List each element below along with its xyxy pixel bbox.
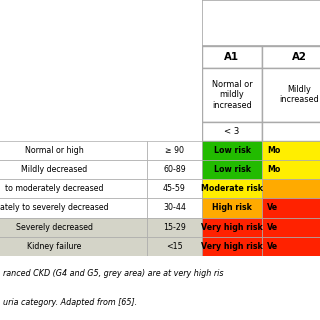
Text: to moderately decreased: to moderately decreased (5, 184, 104, 193)
Text: ately to severely decreased: ately to severely decreased (0, 204, 109, 212)
Bar (202, 198, 262, 218)
Text: A2: A2 (292, 52, 307, 62)
Bar (147, 160, 202, 179)
Text: Mo: Mo (267, 165, 281, 174)
Text: Normal or
mildly
increased: Normal or mildly increased (212, 80, 252, 110)
Bar (0, 237, 147, 256)
Text: <15: <15 (166, 242, 183, 251)
Text: Low risk: Low risk (213, 165, 251, 174)
Text: Kidney failure: Kidney failure (27, 242, 82, 251)
Text: 30-44: 30-44 (163, 204, 186, 212)
Text: Very high risk: Very high risk (201, 223, 263, 232)
Text: ranced CKD (G4 and G5, grey area) are at very high ris: ranced CKD (G4 and G5, grey area) are at… (3, 269, 224, 278)
Bar (262, 218, 320, 237)
Bar (147, 0, 202, 141)
Bar (202, 179, 262, 198)
Bar (0, 198, 147, 218)
Bar (202, 46, 262, 68)
Text: Very high risk: Very high risk (201, 242, 263, 251)
Text: < 3: < 3 (224, 127, 240, 136)
Bar (147, 237, 202, 256)
Bar (0, 141, 147, 160)
Text: ≥ 90: ≥ 90 (165, 146, 184, 155)
Bar (262, 46, 320, 68)
Text: Low risk: Low risk (213, 146, 251, 155)
Text: Ve: Ve (267, 223, 278, 232)
Text: Ve: Ve (267, 204, 278, 212)
Text: High risk: High risk (212, 204, 252, 212)
Bar (147, 179, 202, 198)
Text: Normal or high: Normal or high (25, 146, 84, 155)
Text: uria category. Adapted from [65].: uria category. Adapted from [65]. (3, 298, 137, 307)
Text: A1: A1 (224, 52, 240, 62)
Bar (0, 218, 147, 237)
Text: Severely decreased: Severely decreased (16, 223, 93, 232)
Text: Mildly decreased: Mildly decreased (21, 165, 88, 174)
Text: 45-59: 45-59 (163, 184, 186, 193)
Bar (262, 68, 320, 122)
Text: 60-89: 60-89 (163, 165, 186, 174)
Bar (262, 237, 320, 256)
Bar (0, 179, 147, 198)
Bar (202, 218, 262, 237)
Text: Moderate risk: Moderate risk (201, 184, 263, 193)
Bar (0, 160, 147, 179)
Bar (147, 218, 202, 237)
Text: Ve: Ve (267, 242, 278, 251)
Bar (202, 68, 262, 122)
Bar (262, 141, 320, 160)
Bar (0, 0, 147, 141)
Bar (202, 160, 262, 179)
Bar (262, 160, 320, 179)
Bar (262, 179, 320, 198)
Bar (262, 198, 320, 218)
Text: Mo: Mo (267, 146, 281, 155)
Bar (202, 0, 320, 46)
Bar (202, 237, 262, 256)
Bar (147, 198, 202, 218)
Bar (147, 141, 202, 160)
Bar (262, 122, 320, 141)
Text: Mildly
increased: Mildly increased (279, 85, 319, 104)
Text: 15-29: 15-29 (163, 223, 186, 232)
Bar (202, 141, 262, 160)
Bar (202, 122, 262, 141)
